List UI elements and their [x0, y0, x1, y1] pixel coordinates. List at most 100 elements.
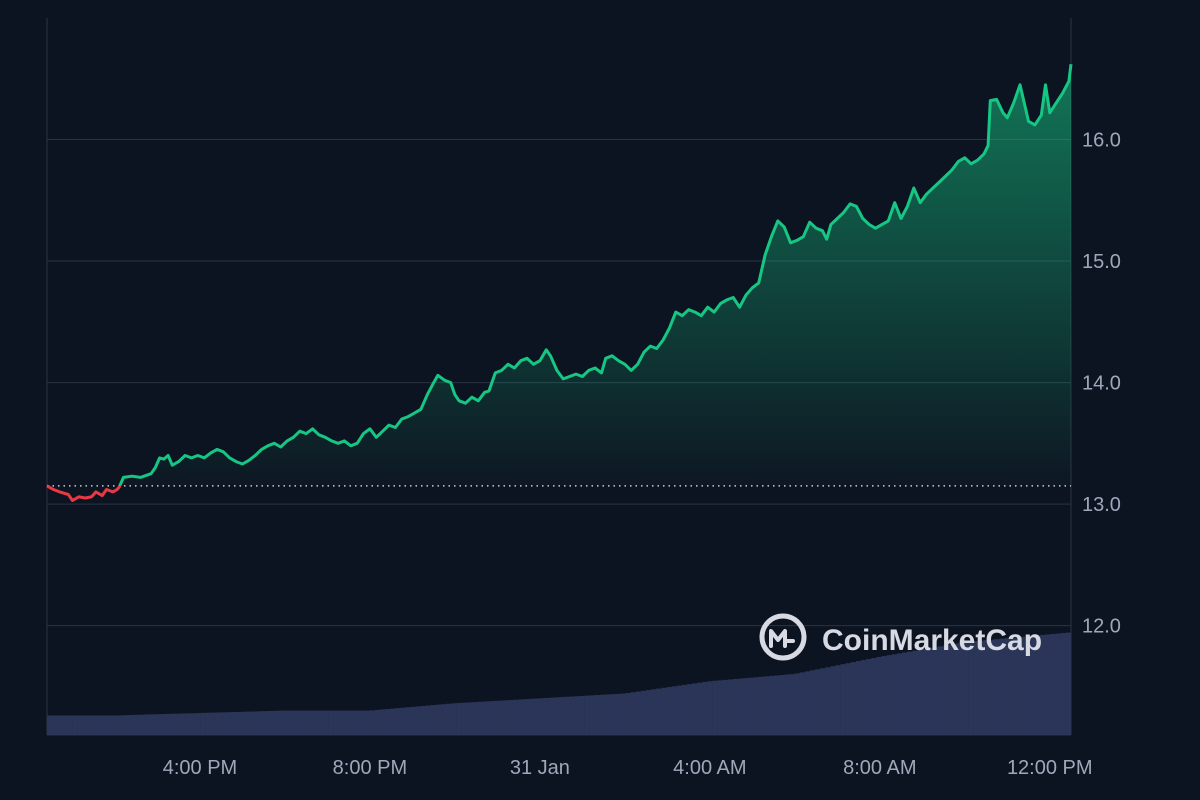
volume-bar: [533, 698, 539, 735]
volume-bar: [589, 695, 596, 735]
volume-bar: [395, 708, 401, 735]
volume-bar: [692, 683, 698, 735]
volume-bar: [384, 709, 391, 735]
volume-bar: [661, 687, 667, 735]
volume-bar: [953, 643, 959, 735]
volume-bar: [456, 702, 463, 735]
volume-bar: [267, 710, 273, 735]
y-tick-label: 13.0: [1082, 494, 1121, 516]
volume-bar: [62, 715, 68, 735]
volume-bar: [763, 676, 770, 735]
volume-bar: [932, 647, 939, 735]
volume-bar: [431, 705, 437, 735]
volume-bar: [543, 697, 550, 735]
volume-bar: [1004, 638, 1010, 735]
volume-bar: [625, 692, 631, 735]
volume-bar: [548, 697, 555, 735]
volume-bar: [262, 711, 268, 735]
x-tick-label: 4:00 PM: [163, 757, 237, 779]
volume-bar: [605, 694, 611, 735]
volume-bar: [820, 668, 826, 735]
volume-bar: [333, 710, 340, 735]
volume-bar: [891, 654, 898, 735]
volume-bar: [466, 702, 473, 735]
volume-bar: [876, 656, 882, 735]
volume-bar: [98, 715, 104, 735]
volume-bar: [1030, 635, 1036, 735]
volume-bar: [861, 660, 867, 735]
volume-bar: [989, 639, 995, 735]
volume-bar: [635, 691, 642, 735]
volume-bar: [753, 677, 759, 735]
volume-bar: [354, 710, 360, 735]
y-axis-tick-labels: 12.0 13.0 14.0 15.0 16.0: [1082, 130, 1121, 638]
volume-bar: [359, 710, 365, 735]
volume-bar: [948, 644, 954, 735]
y-tick-label: 16.0: [1082, 130, 1121, 152]
volume-bar: [871, 657, 877, 735]
volume-bar: [630, 692, 637, 735]
volume-bars: [47, 632, 1072, 735]
volume-bar: [599, 694, 606, 735]
volume-bar: [656, 688, 662, 735]
volume-bar: [912, 650, 918, 735]
volume-bar: [200, 712, 207, 735]
volume-bar: [487, 701, 493, 735]
volume-bar: [82, 715, 89, 735]
volume-bar: [774, 675, 780, 735]
volume-bar: [707, 681, 713, 735]
volume-bar: [482, 701, 488, 735]
volume-bar: [497, 700, 503, 735]
volume-bar: [113, 715, 119, 735]
volume-bar: [436, 704, 442, 735]
volume-bar: [825, 667, 831, 735]
volume-bar: [471, 702, 478, 735]
volume-bar: [175, 713, 181, 735]
watermark-text: CoinMarketCap: [822, 624, 1042, 657]
volume-bar: [768, 675, 775, 735]
volume-bar: [651, 689, 657, 735]
volume-bar: [52, 715, 58, 735]
volume-bar: [994, 639, 1000, 735]
volume-bar: [687, 684, 693, 735]
volume-bar: [1045, 634, 1051, 735]
volume-bar: [231, 712, 237, 735]
volume-bar: [477, 701, 483, 735]
volume-bar: [123, 715, 130, 735]
volume-bar: [584, 695, 591, 735]
volume-bar: [303, 710, 309, 735]
volume-bar: [441, 704, 447, 735]
volume-bar: [615, 693, 621, 735]
volume-bar: [564, 696, 570, 735]
volume-bar: [164, 713, 171, 735]
volume-bar: [313, 710, 319, 735]
volume-bar: [400, 707, 406, 735]
volume-bar: [374, 709, 381, 735]
volume-bar: [666, 687, 672, 735]
x-tick-label: 4:00 AM: [673, 757, 746, 779]
volume-bar: [789, 674, 795, 735]
volume-bar: [1065, 632, 1072, 735]
volume-bar: [840, 664, 847, 735]
volume-bar: [492, 700, 498, 735]
volume-bar: [93, 715, 99, 735]
volume-bar: [379, 709, 386, 735]
volume-bar: [804, 671, 811, 735]
volume-bar: [343, 710, 350, 735]
volume-bar: [886, 655, 893, 735]
volume-bar: [272, 710, 278, 735]
volume-bar: [451, 703, 457, 735]
volume-bar: [779, 675, 785, 735]
y-tick-label: 12.0: [1082, 616, 1121, 638]
volume-bar: [794, 673, 800, 735]
volume-bar: [538, 698, 544, 735]
volume-bar: [907, 651, 913, 735]
volume-bar: [640, 690, 647, 735]
volume-bar: [205, 712, 212, 735]
volume-bar: [999, 638, 1005, 735]
volume-bar: [1019, 636, 1026, 735]
volume-bar: [415, 706, 422, 735]
volume-bar: [318, 710, 324, 735]
coinmarketcap-watermark: CoinMarketCap: [759, 613, 1042, 661]
